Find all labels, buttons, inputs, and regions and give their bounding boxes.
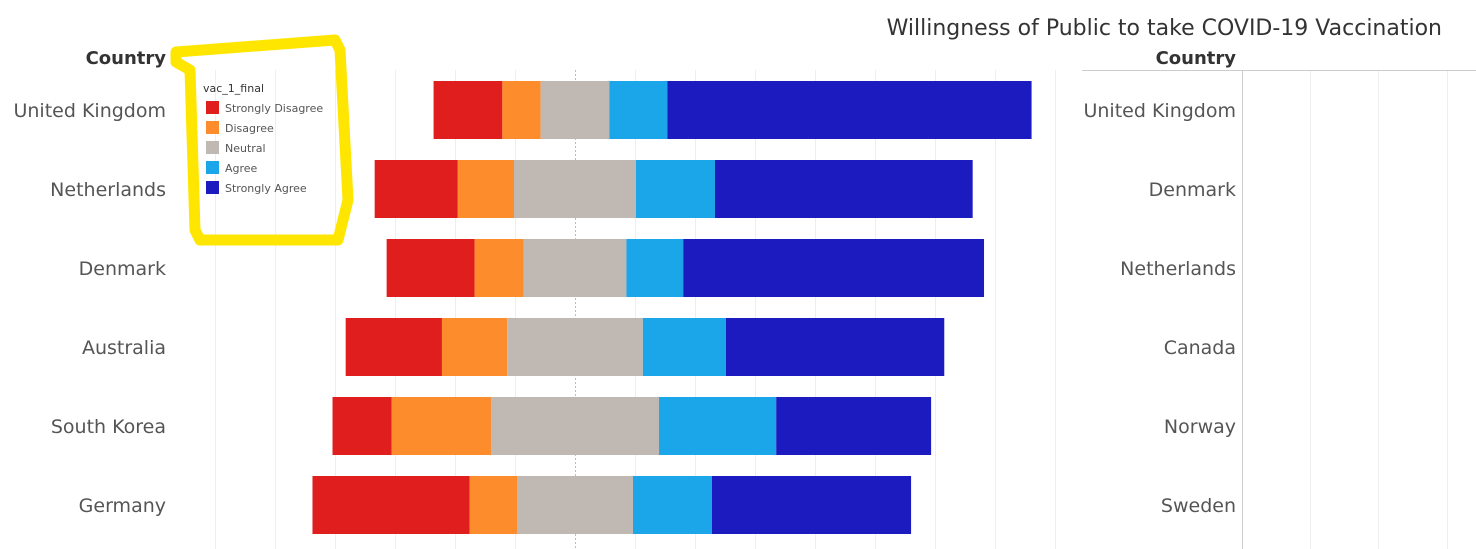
bar-strongly-agree[interactable] [667, 81, 1032, 139]
bar-strongly-agree[interactable] [714, 160, 973, 218]
secondary-row-label: United Kingdom [1083, 100, 1236, 122]
bar-agree[interactable] [609, 81, 668, 139]
legend-swatch [206, 121, 219, 134]
secondary-row-header: Country [1156, 48, 1237, 69]
row-label: South Korea [51, 416, 166, 438]
bar-strongly-disagree[interactable] [433, 81, 503, 139]
bar-disagree[interactable] [474, 239, 524, 297]
secondary-row-label: Denmark [1149, 179, 1236, 201]
legend-title: vac_1_final [203, 82, 264, 95]
legend-swatch [206, 161, 219, 174]
bar-strongly-agree[interactable] [683, 239, 985, 297]
bar-disagree[interactable] [502, 81, 541, 139]
legend-item[interactable]: Agree [225, 162, 258, 175]
legend-swatch [206, 101, 219, 114]
bar-agree[interactable] [635, 160, 715, 218]
yellow-highlight-annotation [170, 34, 354, 246]
row-label: Denmark [79, 258, 166, 280]
bar-agree[interactable] [659, 397, 777, 455]
bars [312, 81, 1032, 534]
legend-swatch [206, 141, 219, 154]
legend[interactable]: vac_1_final Strongly Disagree Disagree Neu… [203, 82, 323, 195]
bar-strongly-disagree[interactable] [345, 318, 442, 376]
bar-agree[interactable] [642, 318, 726, 376]
legend-item[interactable]: Strongly Agree [225, 182, 307, 195]
row-labels: United Kingdom Netherlands Denmark Australi… [13, 100, 166, 517]
secondary-row-label: Sweden [1161, 495, 1236, 517]
secondary-row-label: Norway [1164, 416, 1236, 438]
bar-strongly-disagree[interactable] [332, 397, 392, 455]
bar-neutral[interactable] [514, 160, 636, 218]
secondary-row-labels: United Kingdom Denmark Netherlands Canada No… [1083, 100, 1236, 517]
legend-swatch [206, 181, 219, 194]
row-header: Country [86, 48, 167, 69]
bar-neutral[interactable] [490, 397, 660, 455]
legend-item[interactable]: Neutral [225, 142, 266, 155]
bar-neutral[interactable] [516, 476, 634, 534]
bar-disagree[interactable] [391, 397, 491, 455]
bar-disagree[interactable] [457, 160, 515, 218]
row-label: United Kingdom [13, 100, 166, 122]
bar-strongly-agree[interactable] [725, 318, 945, 376]
secondary-row-label: Canada [1164, 337, 1236, 359]
bar-neutral[interactable] [507, 318, 643, 376]
legend-item[interactable]: Strongly Disagree [225, 102, 323, 115]
chart-title: Willingness of Public to take COVID-19 V… [887, 16, 1442, 41]
bar-strongly-disagree[interactable] [374, 160, 458, 218]
bar-disagree[interactable] [469, 476, 517, 534]
row-label: Australia [82, 337, 166, 359]
bar-disagree[interactable] [441, 318, 508, 376]
bar-strongly-disagree[interactable] [312, 476, 470, 534]
bar-neutral[interactable] [523, 239, 627, 297]
secondary-row-label: Netherlands [1120, 258, 1236, 280]
bar-strongly-agree[interactable] [776, 397, 932, 455]
bar-agree[interactable] [633, 476, 712, 534]
bar-strongly-agree[interactable] [711, 476, 912, 534]
gridlines [215, 70, 1448, 549]
bar-agree[interactable] [626, 239, 684, 297]
row-label: Netherlands [50, 179, 166, 201]
bar-strongly-disagree[interactable] [386, 239, 475, 297]
bar-neutral[interactable] [540, 81, 610, 139]
legend-item[interactable]: Disagree [225, 122, 274, 135]
row-label: Germany [79, 495, 166, 517]
